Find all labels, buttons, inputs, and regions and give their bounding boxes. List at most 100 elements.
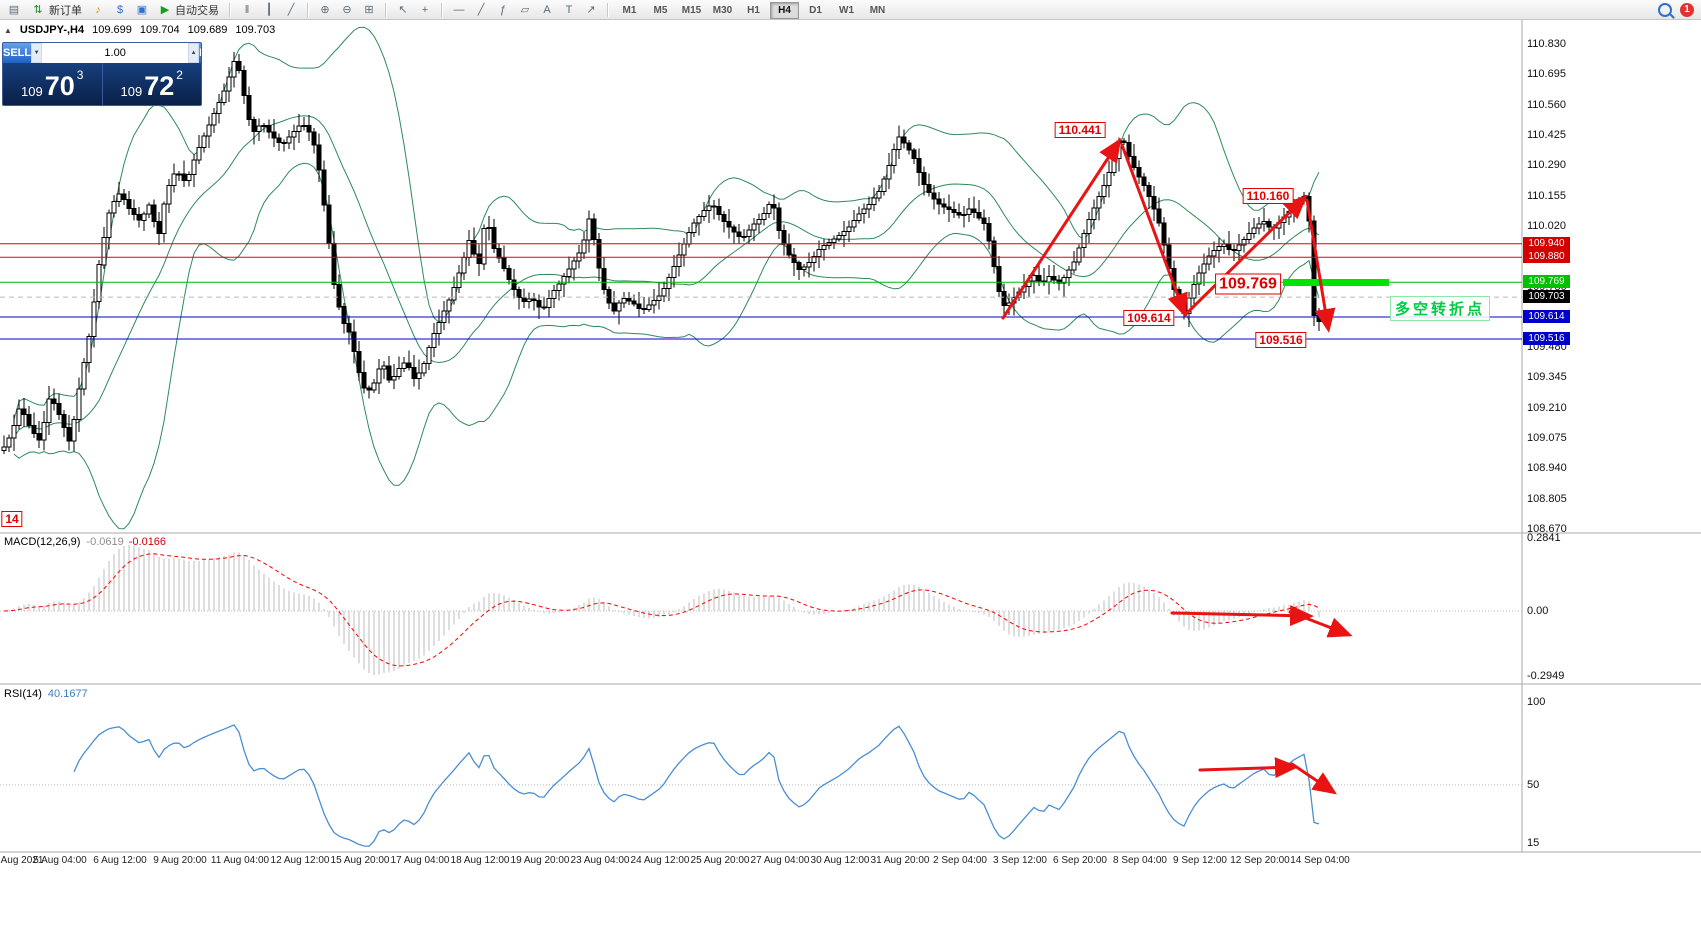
macd-axis-tick: 0.2841 <box>1527 532 1561 544</box>
new-order-label: 新订单 <box>49 4 82 17</box>
notification-badge[interactable]: 1 <box>1680 2 1694 17</box>
horizontal-line-icon[interactable]: — <box>453 3 465 16</box>
zoom-in-icon[interactable]: ⊕ <box>320 4 330 16</box>
price-axis-tick: 110.155 <box>1527 189 1566 202</box>
timeframe-button-w1[interactable]: W1 <box>839 5 854 16</box>
play-icon: ▶ <box>160 4 170 16</box>
price-annotation-box[interactable]: 110.441 <box>1054 122 1106 138</box>
buy-price[interactable]: 109 72 2 <box>103 63 202 105</box>
price-annotation-box[interactable]: 110.160 <box>1242 188 1294 204</box>
timeframe-button-m30[interactable]: M30 <box>712 5 733 16</box>
sell-price-main: 109 <box>21 84 43 99</box>
turning-point-annotation[interactable]: 多空转折点 <box>1390 296 1491 321</box>
toolbar-separator <box>385 2 387 17</box>
time-axis-label: 6 Sep 20:00 <box>1053 855 1107 866</box>
close-value: 109.703 <box>235 24 276 36</box>
price-annotation-box[interactable]: 109.614 <box>1123 310 1175 326</box>
price-axis-tick: 110.695 <box>1527 68 1566 81</box>
line-chart-icon[interactable]: ╱ <box>287 4 295 16</box>
time-axis-label: 18 Aug 12:00 <box>450 855 510 866</box>
rsi-axis-tick: 15 <box>1527 837 1540 849</box>
sell-price-sup: 3 <box>76 68 84 82</box>
sell-button[interactable]: SELL <box>3 43 32 63</box>
timeframe-button-m1[interactable]: M1 <box>622 5 637 16</box>
sound-alert-icon[interactable]: ♪ <box>95 3 101 16</box>
toolbar-separator <box>229 2 231 17</box>
price-axis-tick: 109.210 <box>1527 401 1567 414</box>
time-axis-label: 11 Aug 04:00 <box>210 855 270 866</box>
one-click-trading-panel: SELL ▼ ▲ BUY 109 70 3 109 72 2 <box>2 42 202 106</box>
time-axis-label: 5 Aug 04:00 <box>33 855 87 866</box>
volume-up-button[interactable]: ▲ <box>188 43 200 63</box>
candlestick-chart-icon[interactable]: ┃ <box>265 4 273 16</box>
time-axis-label: 17 Aug 04:00 <box>390 855 450 866</box>
price-axis-tick: 108.805 <box>1527 492 1567 505</box>
time-axis-label: 9 Aug 20:00 <box>153 855 207 866</box>
price-annotation-box[interactable]: 109.769 <box>1215 273 1281 295</box>
zoom-out-icon[interactable]: ⊖ <box>342 4 352 16</box>
new-chart-icon[interactable]: ▤ <box>8 4 20 16</box>
symbol-info-bar: ▲ USDJPY-,H4 109.699 109.704 109.689 109… <box>4 24 275 36</box>
new-order-button[interactable]: ⇅ 新订单 <box>25 2 87 18</box>
time-axis-label: 27 Aug 04:00 <box>750 855 810 866</box>
price-divider <box>101 63 103 105</box>
time-axis-label: 15 Aug 20:00 <box>330 855 390 866</box>
time-axis-label: 14 Sep 04:00 <box>1290 855 1350 866</box>
autotrading-button[interactable]: ▶ 自动交易 <box>153 2 224 18</box>
price-axis-tick: 110.425 <box>1527 128 1566 141</box>
sell-price[interactable]: 109 70 3 <box>3 63 102 105</box>
fibonacci-icon[interactable]: ƒ <box>499 3 507 16</box>
time-axis-label: 24 Aug 12:00 <box>630 855 690 866</box>
timeframe-button-h1[interactable]: H1 <box>747 5 760 16</box>
price-annotation-box[interactable]: 14 <box>1 511 23 527</box>
price-axis-tick: 109.345 <box>1527 371 1567 384</box>
search-icon[interactable] <box>1658 2 1672 17</box>
macd-title: MACD(12,26,9) <box>4 536 81 548</box>
time-axis-label: 30 Aug 12:00 <box>810 855 870 866</box>
sell-price-big: 70 <box>44 71 75 101</box>
volume-down-button[interactable]: ▼ <box>31 43 43 63</box>
timeframe-button-h4[interactable]: H4 <box>770 2 799 19</box>
buy-price-sup: 2 <box>176 68 183 82</box>
terminal-icon[interactable]: ▣ <box>136 4 148 16</box>
crosshair-icon[interactable]: + <box>421 3 429 16</box>
buy-button[interactable]: BUY <box>199 43 201 63</box>
price-axis-tick: 110.830 <box>1527 38 1566 50</box>
time-axis-label: 23 Aug 04:00 <box>570 855 630 866</box>
price-annotation-box[interactable]: 109.516 <box>1255 332 1307 348</box>
time-axis-label: Aug 2021 <box>0 855 44 866</box>
order-arrows-icon: ⇅ <box>33 4 43 16</box>
time-axis-label: 19 Aug 20:00 <box>510 855 570 866</box>
price-axis-tick: 109.075 <box>1527 432 1567 445</box>
label-icon[interactable]: T <box>565 3 573 16</box>
tile-windows-icon[interactable]: ⊞ <box>364 4 374 16</box>
time-axis-label: 8 Sep 04:00 <box>1113 855 1167 866</box>
bar-chart-icon[interactable]: ‖ <box>244 3 250 16</box>
market-watch-icon[interactable]: $ <box>116 3 124 16</box>
text-icon[interactable]: A <box>543 3 551 16</box>
trendline-icon[interactable]: ╱ <box>477 4 485 16</box>
channel-icon[interactable]: ▱ <box>520 4 530 16</box>
arrows-icon[interactable]: ↗ <box>586 4 596 16</box>
timeframe-button-mn[interactable]: MN <box>869 5 886 16</box>
time-axis-label: 31 Aug 20:00 <box>870 855 930 866</box>
price-axis-tick: 110.020 <box>1527 219 1566 232</box>
cursor-icon[interactable]: ↖ <box>398 4 408 16</box>
toolbar: ▤ ⇅ 新订单 ♪ $ ▣ ▶ 自动交易 ‖ ┃ ╱ ⊕ ⊖ ⊞ ↖ + — ╱… <box>0 0 1701 20</box>
price-level-box: 109.516 <box>1523 332 1570 346</box>
autotrading-label: 自动交易 <box>175 4 219 17</box>
one-click-toggle[interactable]: ▲ <box>4 25 12 35</box>
buy-price-main: 109 <box>120 84 143 99</box>
volume-input[interactable] <box>42 43 189 63</box>
open-value: 109.699 <box>92 24 132 36</box>
macd-axis-tick: -0.2949 <box>1527 670 1565 682</box>
timeframe-button-m15[interactable]: M15 <box>681 5 702 16</box>
time-axis-label: 25 Aug 20:00 <box>690 855 750 866</box>
timeframe-button-d1[interactable]: D1 <box>809 5 822 16</box>
price-level-box: 109.880 <box>1523 250 1570 264</box>
timeframe-button-m5[interactable]: M5 <box>653 5 668 16</box>
toolbar-separator <box>307 2 309 17</box>
rsi-label: RSI(14) 40.1677 <box>4 688 88 700</box>
macd-label: MACD(12,26,9) -0.0619 -0.0166 <box>4 536 166 548</box>
